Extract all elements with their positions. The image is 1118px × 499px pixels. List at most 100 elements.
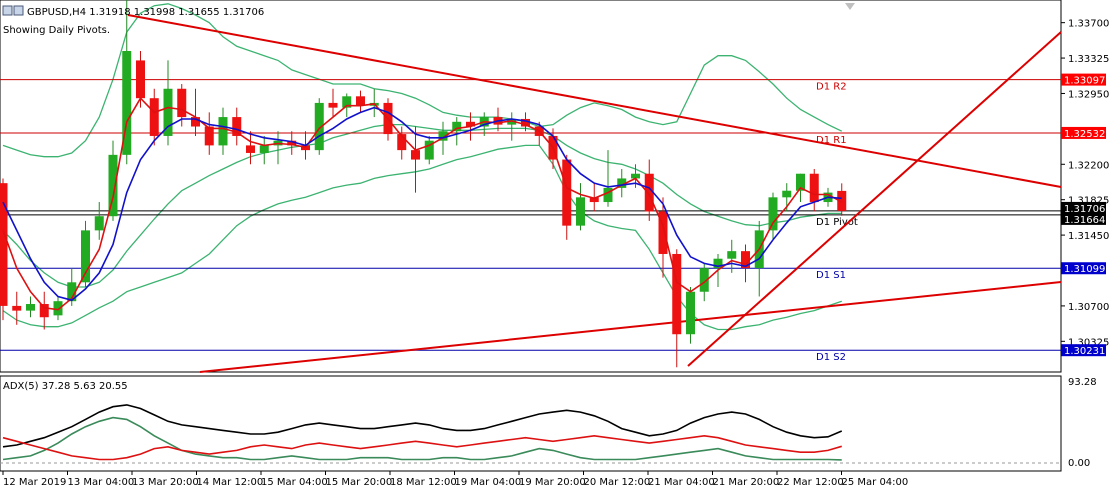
candle-body[interactable] [768,197,778,231]
bb-upper-line[interactable] [2,3,843,158]
candle-body[interactable] [136,60,145,99]
adx-line[interactable] [2,404,843,448]
candle-body[interactable] [163,88,173,136]
candle-body[interactable] [342,96,352,108]
candle-body[interactable] [672,253,682,335]
candle-body[interactable] [727,251,737,259]
candle-body[interactable] [218,117,228,146]
pivots-subtitle: Showing Daily Pivots. [3,25,110,36]
candle-body[interactable] [686,291,695,335]
price-tick-label: 1.33700 [1068,19,1109,30]
candle-body[interactable] [576,197,585,226]
price-tick-label: 1.31825 [1068,196,1109,207]
candle-body[interactable] [177,88,187,118]
price-tick-label: 1.31450 [1068,231,1109,242]
chart-window-icon-2[interactable] [13,5,24,16]
price-tag [1061,212,1106,225]
pivot-label: D1 Pivot [816,217,858,228]
candle-body[interactable] [149,98,159,136]
candle-body[interactable] [466,121,475,127]
candle-body[interactable] [617,178,627,188]
candle-body[interactable] [356,96,365,106]
red-moving-average[interactable] [2,96,843,311]
candle-body[interactable] [411,150,420,160]
candle-body[interactable] [713,258,723,269]
candle-body[interactable] [644,173,654,212]
price-tick-label: 1.30325 [1068,337,1109,348]
upper-trendline[interactable] [127,14,1062,188]
time-tick-label: 25 Mar 04:00 [842,477,909,488]
candle-body[interactable] [314,102,324,151]
time-tick-label: 21 Mar 04:00 [648,477,715,488]
time-tick-label: 19 Mar 20:00 [519,477,586,488]
candle-body[interactable] [39,304,49,318]
time-tick-label: 13 Mar 20:00 [132,477,199,488]
bb-middle-line[interactable] [2,123,842,288]
candle-body[interactable] [259,145,269,153]
pivot-label: D1 S1 [816,270,846,281]
candle-body[interactable] [782,190,792,198]
candle-body[interactable] [438,131,448,141]
moving-averages [2,96,843,311]
candle-body[interactable] [0,183,8,306]
candle-body[interactable] [12,305,22,311]
candle-body[interactable] [108,154,118,217]
candle-body[interactable] [562,159,572,226]
price-tag [1061,262,1106,275]
adx-lines [0,404,1061,464]
adx-panel-frame [0,375,1062,472]
candle-body[interactable] [397,134,407,151]
candle-body[interactable] [658,211,668,254]
candle-body[interactable] [521,118,530,127]
blue-moving-average[interactable] [2,106,842,302]
price-tag [1061,201,1106,214]
price-tick-label: 1.33325 [1068,54,1109,65]
candle-body[interactable] [191,117,200,127]
candle-body[interactable] [741,251,750,269]
price-tick-label: 1.32950 [1068,89,1109,100]
adx-scale-top: 93.28 [1068,377,1097,388]
candle-body[interactable] [328,102,338,108]
candle-body[interactable] [837,190,847,211]
candle-body[interactable] [94,216,104,231]
candle-body[interactable] [603,187,613,203]
candle-body[interactable] [67,282,77,302]
candle-body[interactable] [26,304,35,311]
pivot-label: D1 R1 [816,135,847,146]
lower-trendline[interactable] [199,281,1062,373]
candle-body[interactable] [699,268,709,292]
adx-label: ADX(5) 37.28 5.63 20.55 [3,381,128,392]
price-tag-label: 1.32532 [1064,129,1105,140]
candle-body[interactable] [246,145,255,153]
candle-body[interactable] [507,118,517,125]
price-tag-label: 1.31099 [1064,264,1105,275]
price-tag-label: 1.31664 [1064,215,1105,226]
candle-body[interactable] [122,50,132,155]
candle-body[interactable] [424,140,434,160]
candle-body[interactable] [232,117,242,136]
time-tick-label: 22 Mar 12:00 [777,477,844,488]
time-tick-label: 12 Mar 2019 [3,477,66,488]
chart-window-icon[interactable] [2,5,13,16]
candle-body[interactable] [631,173,640,179]
minus-di-line[interactable] [2,434,842,461]
shift-marker-icon[interactable] [845,3,855,10]
candle-body[interactable] [287,140,297,146]
candle-body[interactable] [53,301,63,316]
candle-body[interactable] [204,126,214,146]
rising-trendline[interactable] [687,31,1062,367]
bb-lower-line[interactable] [2,144,842,331]
plus-di-line[interactable] [2,416,842,461]
candle-body[interactable] [796,173,805,191]
time-tick-label: 19 Mar 04:00 [455,477,522,488]
candle-body[interactable] [809,173,819,203]
candle-body[interactable] [452,121,462,132]
candle-body[interactable] [589,197,599,203]
candle-body[interactable] [81,230,90,283]
pivot-lines: D1 R2 D1 R1 D1 Pivot D1 S1 D1 S2 [0,79,1061,363]
pivot-label: D1 R2 [816,82,847,93]
